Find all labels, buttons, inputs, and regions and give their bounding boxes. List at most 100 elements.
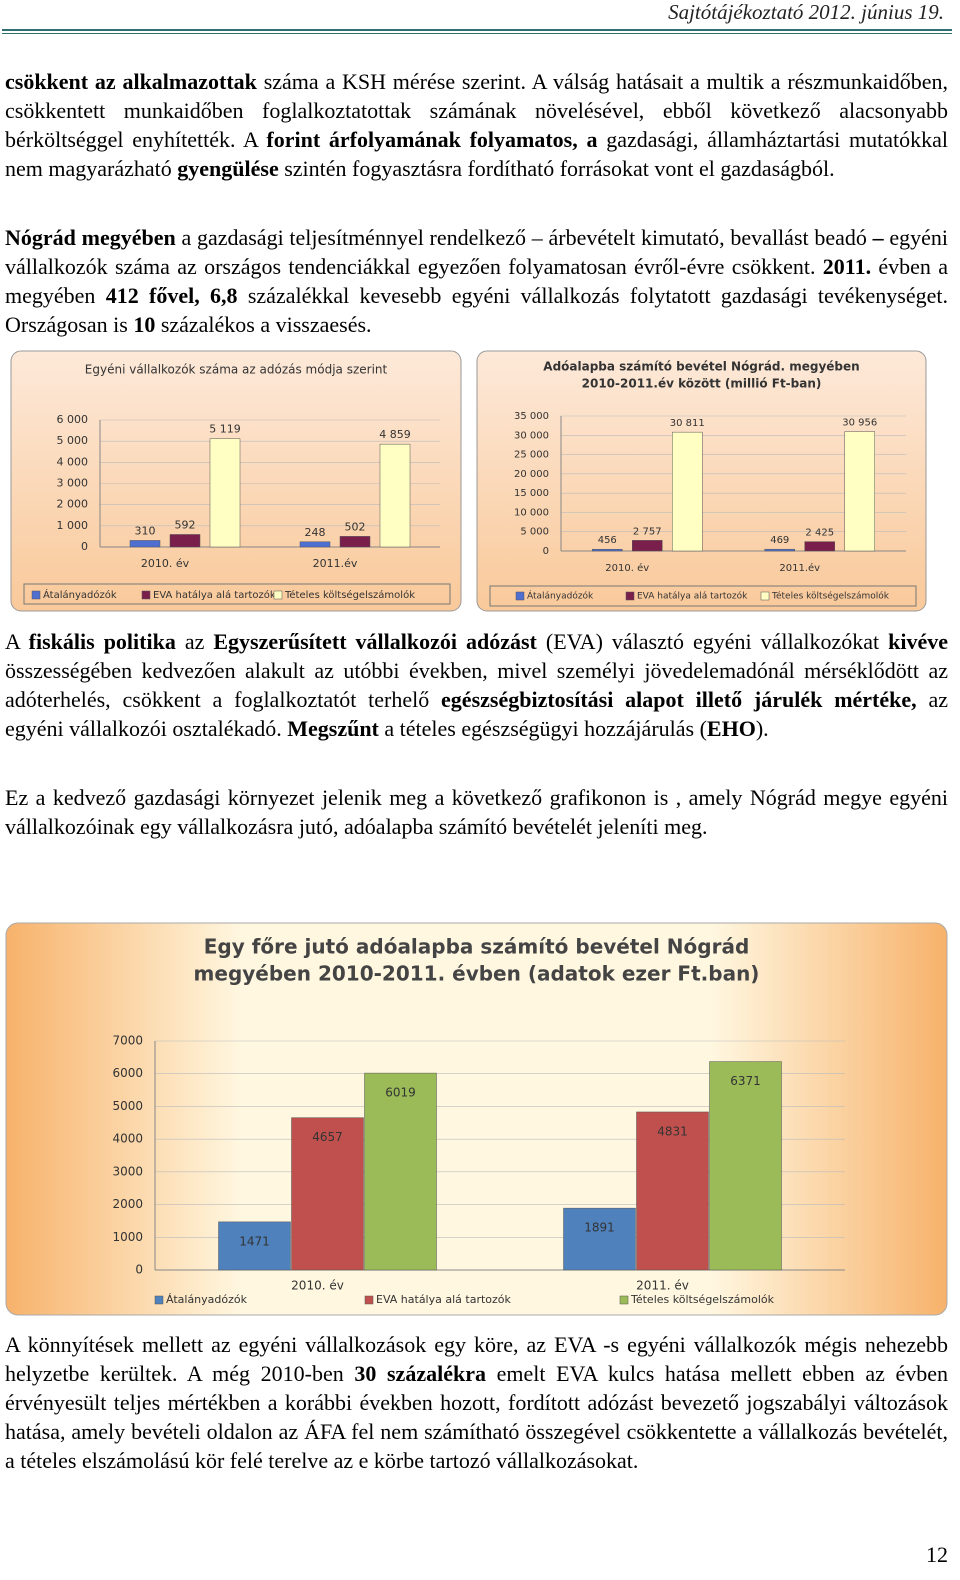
bar	[129, 540, 161, 548]
legend-swatch	[619, 1295, 629, 1305]
chart: Egy főre jutó adóalapba számító bevétel …	[5, 922, 948, 1316]
text-run: (EVA) választó egyéni vállalkozókat	[536, 629, 889, 654]
y-tick-label: 30 000	[514, 430, 549, 441]
text-run: évben a megyében	[5, 254, 949, 308]
text-run: 412 fővel, 6,8	[105, 283, 238, 308]
bar	[364, 1072, 437, 1271]
chart-title: Adóalapba számító bevétel Nógrád. megyéb…	[543, 360, 859, 374]
y-tick-label: 0	[543, 546, 549, 557]
data-label: 469	[770, 535, 789, 546]
legend-label: EVA hatálya alá tartozók	[153, 589, 276, 601]
y-tick-label: 0	[81, 540, 88, 553]
text-run: Megszűnt	[287, 716, 379, 741]
text-run: emelt EVA kulcs hatása mellett ebben az …	[5, 1361, 949, 1473]
text-run: –	[872, 225, 884, 250]
paragraph: A könnyítések mellett az egyéni vállalko…	[5, 1330, 948, 1475]
text-run: szintén fogyasztásra fordítható források…	[278, 156, 835, 181]
legend-swatch	[760, 591, 770, 601]
legend-label: Átalányadózók	[43, 588, 117, 601]
legend-swatch	[364, 1295, 374, 1305]
legend-box	[23, 583, 451, 605]
y-tick-label: 4 000	[57, 455, 89, 468]
y-tick-label: 0	[135, 1263, 143, 1277]
y-tick-label: 1 000	[57, 519, 89, 532]
x-tick-label: 2010. év	[605, 562, 649, 574]
y-tick-label: 3000	[112, 1164, 143, 1178]
y-tick-label: 15 000	[514, 488, 549, 499]
data-label: 2 425	[805, 528, 834, 539]
text-run: százalékos a visszaesés.	[155, 312, 372, 337]
y-tick-label: 10 000	[514, 507, 549, 518]
data-label: 6019	[385, 1086, 416, 1100]
y-tick-label: 2000	[112, 1197, 143, 1211]
data-label: 456	[598, 535, 617, 546]
legend-swatch	[31, 590, 41, 600]
y-tick-label: 3 000	[57, 477, 89, 490]
text-run: A könnyítések mellett az egyéni vállalko…	[5, 1332, 948, 1386]
text-run: gyengülése	[177, 156, 279, 181]
bar	[709, 1061, 782, 1271]
bar	[218, 1221, 291, 1271]
bar	[764, 548, 795, 552]
text-run: az	[175, 629, 214, 654]
header-title: Sajtótájékoztató 2012. június 19.	[668, 0, 944, 24]
text-run: százalékkal kevesebb egyéni vállalkozás …	[5, 283, 949, 337]
text-run: összességében kedvezően alakult az utóbb…	[5, 658, 948, 712]
text-run: 30 százalékra	[354, 1361, 486, 1386]
data-label: 502	[345, 520, 366, 533]
text-run: 10	[133, 312, 156, 337]
text-run: forint árfolyamának folyamatos, a	[266, 127, 598, 152]
bar	[592, 548, 623, 552]
legend-label: Tételes költségelszámolók	[284, 589, 415, 601]
text-run: csökkent az alkalmazottak	[5, 69, 257, 94]
x-tick-label: 2010. év	[141, 557, 190, 570]
text-run: ).	[755, 716, 769, 741]
x-tick-label: 2010. év	[291, 1279, 344, 1293]
data-label: 6371	[730, 1074, 761, 1088]
y-tick-label: 5 000	[57, 434, 89, 447]
bar	[291, 1117, 364, 1271]
bar	[169, 534, 201, 548]
data-label: 592	[175, 518, 196, 531]
x-tick-label: 2011. év	[636, 1279, 689, 1293]
y-tick-label: 35 000	[514, 411, 549, 422]
bar	[379, 443, 411, 548]
text-run: A	[5, 629, 29, 654]
legend-label: EVA hatálya alá tartozók	[376, 1293, 512, 1306]
text-run: 2011.	[822, 254, 872, 279]
data-label: 310	[135, 524, 156, 537]
bar	[632, 540, 663, 552]
data-label: 2 757	[633, 526, 662, 537]
paragraph: Ez a kedvező gazdasági környezet jelenik…	[5, 783, 948, 841]
legend-box	[489, 585, 917, 607]
y-tick-label: 5 000	[520, 527, 549, 538]
y-tick-label: 5000	[112, 1099, 143, 1113]
text-run: egészségbiztosítási alapot illető járulé…	[441, 687, 917, 712]
chart: Egyéni vállalkozók száma az adózás módja…	[10, 350, 462, 612]
data-label: 30 956	[842, 418, 877, 429]
text-run: gazdasági, államháztartási mutatókkal ne…	[5, 127, 948, 181]
header-rule	[2, 33, 952, 34]
bar	[339, 536, 371, 548]
text-run: Nógrád megyében	[5, 225, 176, 250]
data-label: 1891	[584, 1221, 615, 1235]
text-run: fiskális politika	[28, 629, 176, 654]
text-run: a tételes egészségügyi hozzájárulás (	[378, 716, 707, 741]
paragraph: Nógrád megyében a gazdasági teljesítménn…	[5, 223, 948, 339]
chart-title: megyében 2010-2011. évben (adatok ezer F…	[194, 962, 760, 986]
chart-title: Egyéni vállalkozók száma az adózás módja…	[85, 363, 388, 377]
data-label: 1471	[239, 1234, 270, 1248]
text-run: kivéve	[888, 629, 948, 654]
paragraph: csökkent az alkalmazottak száma a KSH mé…	[5, 67, 948, 183]
y-tick-label: 25 000	[514, 450, 549, 461]
x-tick-label: 2011.év	[779, 562, 820, 574]
bar	[804, 541, 835, 552]
x-tick-label: 2011.év	[313, 557, 358, 570]
legend-swatch	[625, 591, 635, 601]
y-tick-label: 7000	[112, 1034, 143, 1048]
chart-title: 2010-2011.év között (millió Ft-ban)	[582, 377, 822, 391]
text-run: száma a KSH mérése szerint. A válság hat…	[5, 69, 949, 152]
legend-label: Tételes költségelszámolók	[630, 1293, 775, 1306]
text-run: EHO	[706, 716, 756, 741]
